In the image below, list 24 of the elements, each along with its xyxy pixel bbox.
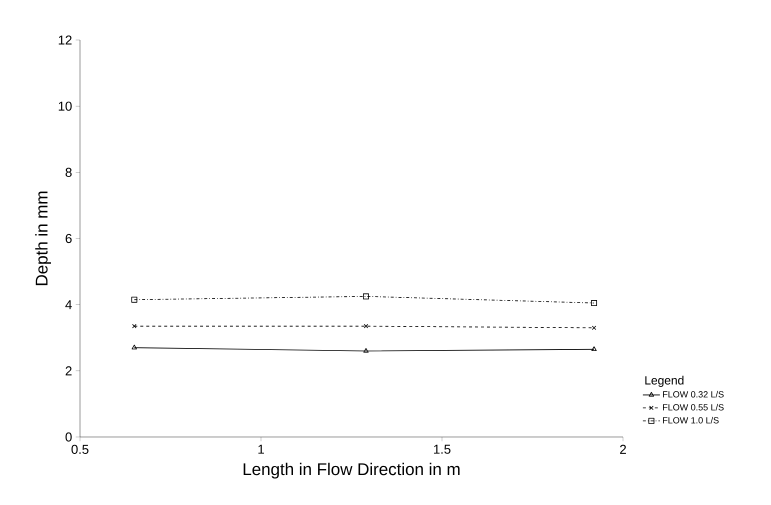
y-tick-label: 6: [66, 234, 72, 244]
legend-label: FLOW 1.0 L/S: [663, 416, 719, 424]
point: [364, 324, 368, 328]
point: [131, 296, 138, 303]
y-tick-label: 8: [66, 168, 72, 177]
x-tick-label: 1.5: [434, 444, 450, 454]
y-tick-label: 4: [65, 300, 72, 310]
legend-label: FLOW 0.55 L/S: [663, 404, 724, 410]
x-tick-label: 1: [258, 444, 264, 454]
point: [362, 293, 369, 300]
y-tick-label: 0: [66, 432, 72, 442]
x-axis-title: Length in Flow Direction in m: [244, 462, 460, 479]
point: [363, 348, 369, 353]
point: [592, 326, 596, 330]
point: [132, 324, 137, 328]
y-tick-label: 2: [66, 366, 72, 376]
legend-label: FLOW 0.32 L/S: [663, 390, 724, 398]
x-tick-label: 0.5: [72, 444, 88, 454]
y-tick-label: 10: [58, 102, 72, 111]
legend-title: Legend: [645, 376, 684, 387]
point: [591, 300, 598, 306]
y-tick-label: 12: [58, 35, 72, 45]
y-axis-title: Depth in mm: [35, 192, 51, 286]
x-tick-label: 2: [620, 444, 626, 454]
